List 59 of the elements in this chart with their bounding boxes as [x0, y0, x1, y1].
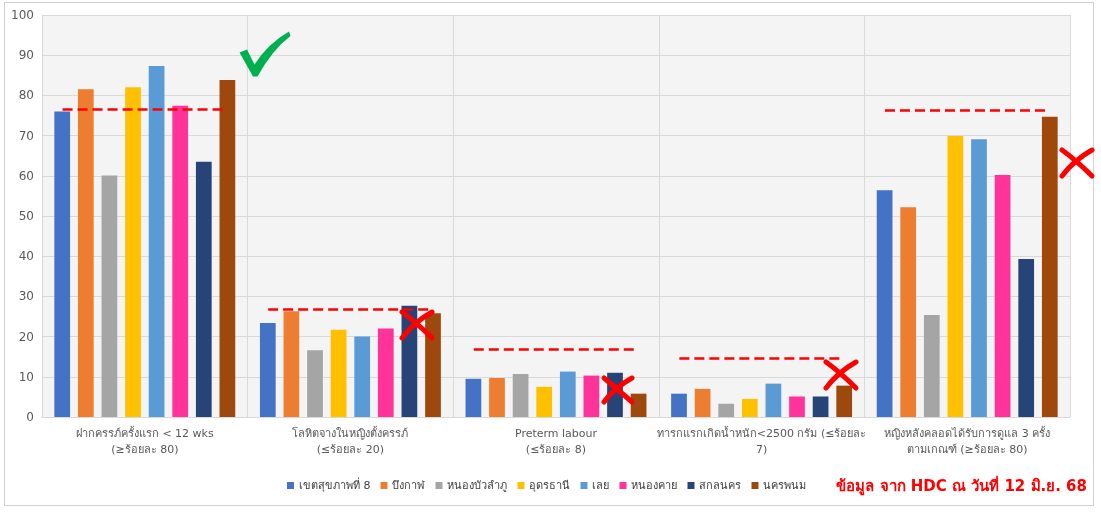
- bar: [125, 87, 141, 417]
- bar: [77, 89, 94, 417]
- legend-label: หนองบัวลำภู: [447, 479, 508, 492]
- legend-label: อุดรธานี: [529, 479, 571, 492]
- bar: [994, 175, 1011, 417]
- bar: [947, 136, 964, 417]
- bar: [1041, 116, 1058, 417]
- y-tick-label: 80: [18, 88, 34, 103]
- y-tick-label: 60: [18, 168, 34, 183]
- x-tick-label: หญิงหลังคลอดได้รับการดูแล 3 ครั้ง ตามเกณฑ์ (≥ร้อยละ 80): [884, 424, 1051, 456]
- y-tick-label: 20: [18, 329, 34, 344]
- bar: [465, 378, 482, 417]
- y-tick-label: 50: [18, 209, 34, 223]
- bar: [923, 314, 940, 417]
- y-tick-label: 10: [18, 369, 34, 384]
- bar: [741, 398, 758, 417]
- bar: [195, 161, 212, 417]
- legend-label: เลย: [592, 479, 610, 492]
- bar: [101, 175, 118, 417]
- bar: [377, 328, 394, 417]
- x-tick-label: ทารกแรกเกิดน้ำหนัก<2500 กรัม (≤ร้อยละ 7): [656, 424, 867, 456]
- bar: [789, 396, 805, 417]
- bar: [259, 322, 276, 417]
- bar: [671, 393, 687, 417]
- legend-label: บึงกาฬ: [392, 479, 426, 492]
- legend-label: เขตสุขภาพที่ 8: [299, 477, 371, 492]
- bar: [536, 386, 553, 417]
- bar: [330, 329, 347, 417]
- bar: [1018, 259, 1035, 417]
- y-tick-label: 40: [18, 249, 34, 264]
- bar: [283, 311, 300, 417]
- x-tick-label: ฝากครรภ์ครั้งแรก < 12 wks (≥ร้อยละ 80): [75, 424, 214, 456]
- bar: [54, 111, 71, 417]
- bar: [512, 373, 529, 417]
- y-tick-label: 70: [18, 128, 34, 143]
- bar: [971, 139, 987, 417]
- bar: [354, 336, 371, 417]
- bar: [559, 371, 576, 417]
- y-tick-label: 30: [18, 289, 34, 304]
- bar: [307, 350, 323, 417]
- y-tick-label: 0: [26, 410, 34, 424]
- x-tick-label: โลหิตจางในหญิงตั้งครรภ์ (≤ร้อยละ 20): [292, 424, 409, 456]
- bar: [489, 378, 505, 417]
- legend-label: สกลนคร: [699, 479, 742, 492]
- x-tick-label: Preterm labour (≤ร้อยละ 8): [514, 426, 598, 456]
- bar: [172, 105, 189, 417]
- y-tick-label: 100: [11, 8, 34, 22]
- bar: [694, 388, 711, 417]
- legend-label: นครพนม: [763, 479, 807, 492]
- bar: [876, 190, 893, 417]
- bar: [765, 383, 782, 417]
- bar: [219, 80, 236, 417]
- bar: [812, 396, 829, 417]
- bar: [900, 207, 917, 417]
- legend-label: หนองคาย: [631, 479, 678, 492]
- bar: [718, 403, 735, 417]
- bar: [148, 66, 165, 417]
- text: ข้อมูล จาก HDC ณ วันที่ 12 มิ.ย. 68: [836, 474, 1087, 498]
- y-tick-label: 90: [18, 48, 34, 63]
